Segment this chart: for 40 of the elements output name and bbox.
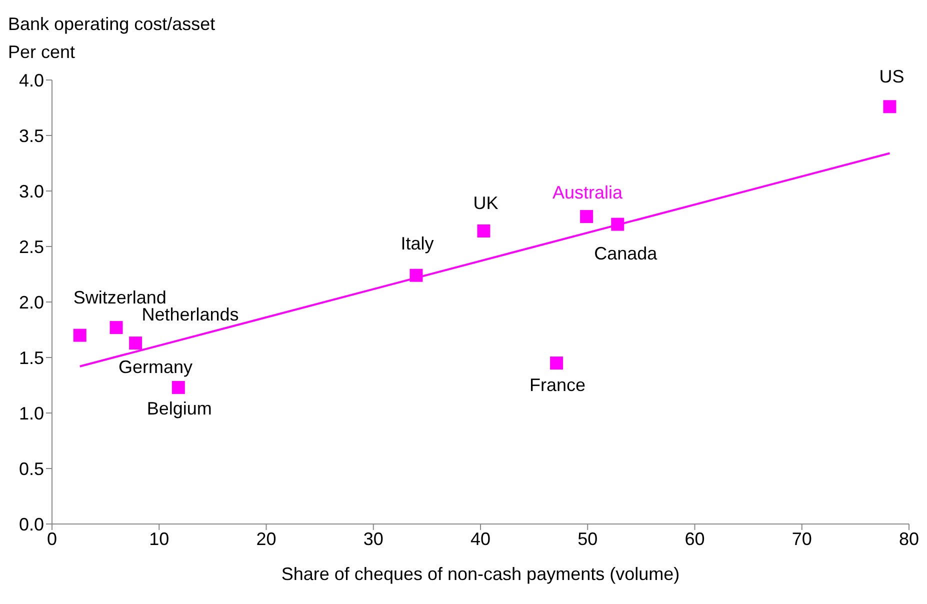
y-tick-label: 1.0 [18,403,44,424]
y-tick-label: 2.0 [18,292,44,312]
annotation: Netherlands [142,304,239,325]
y-tick-label: 2.5 [18,236,44,257]
x-tick-label: 10 [149,528,170,549]
x-tick-label: 30 [363,528,384,549]
x-axis-title: Share of cheques of non-cash payments (volume) [281,564,680,584]
annotation: Germany [118,357,193,378]
point [73,328,86,342]
annotation: Italy [400,233,434,254]
point [883,100,896,114]
annotation: Canada [594,243,658,264]
x-tick-label: 60 [684,528,705,549]
point [410,268,423,282]
x-tick-label: 0 [46,528,58,549]
x-tick-label: 40 [470,528,491,549]
y-tick-label: 3.0 [18,181,44,202]
point [611,218,624,231]
x-tick-label: 50 [578,528,598,549]
annotation: Australia [552,182,624,203]
y-tick-label: 3.5 [18,126,44,146]
point [172,380,185,394]
y-tick-label: 0.0 [18,514,44,534]
y-tick-label: 1.5 [18,348,44,368]
annotation: US [879,66,904,87]
point [580,210,594,224]
y-tick-label: 0.5 [18,458,44,479]
point [110,321,123,334]
annotation: UK [473,192,498,213]
x-tick-label: 20 [256,528,276,549]
annotation: Switzerland [73,287,166,308]
y-tick-label: 4.0 [18,70,44,90]
x-tick-label: 80 [898,528,920,549]
annotation: Belgium [146,398,212,418]
point [129,336,142,350]
y-axis-title: Bank operating cost/asset Per cent [8,13,216,64]
point [477,224,490,238]
point [550,356,564,370]
annotation: France [530,375,586,396]
x-tick-label: 70 [792,528,812,549]
